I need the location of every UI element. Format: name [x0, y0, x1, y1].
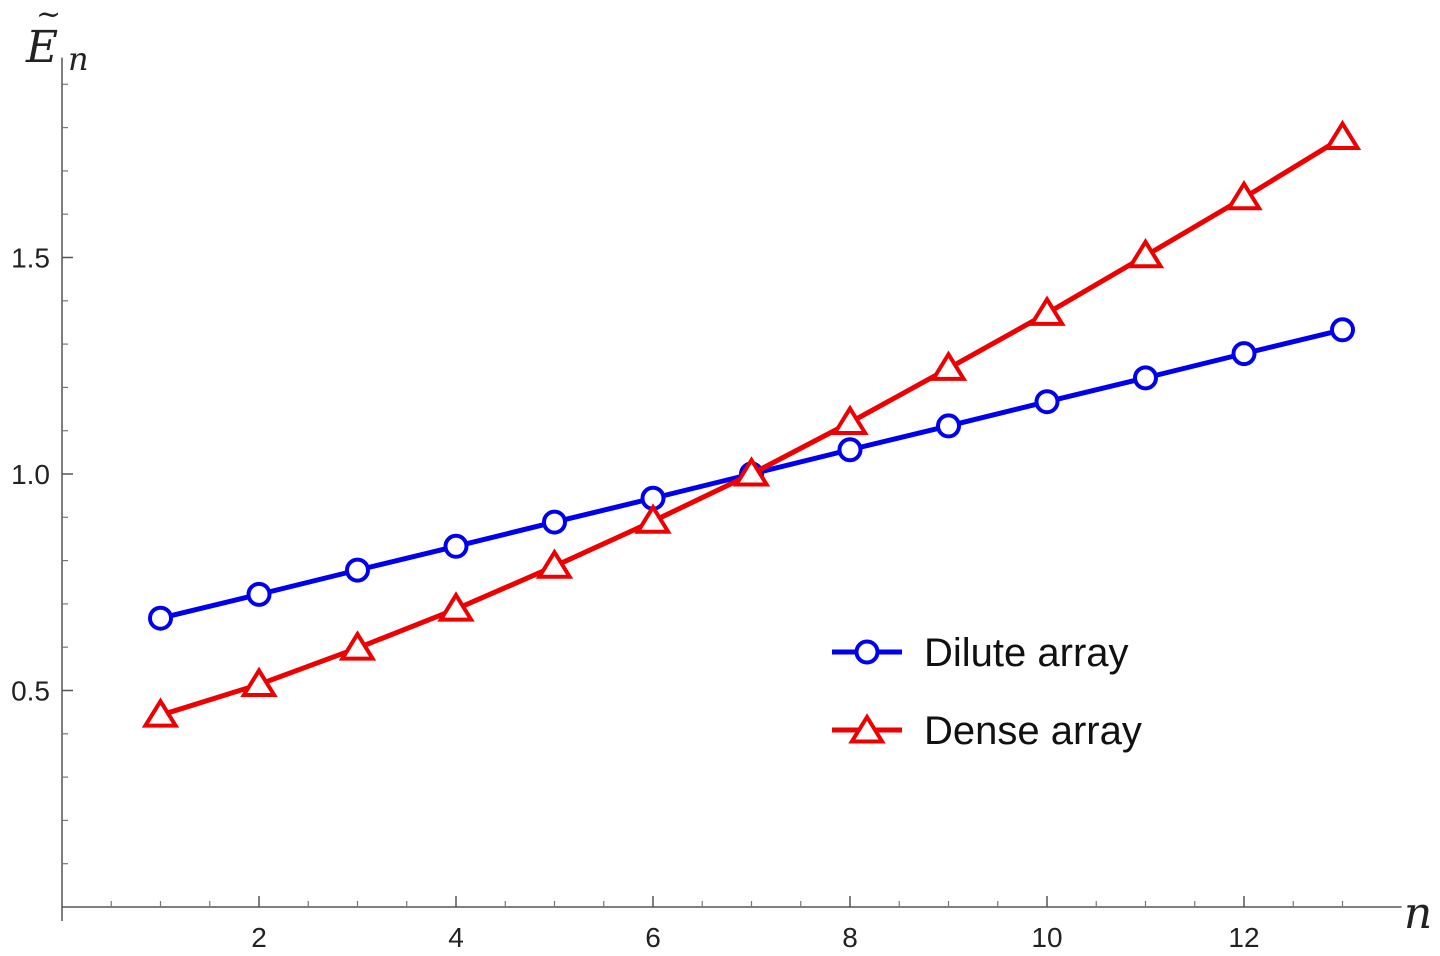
data-point-dilute-array — [246, 581, 272, 607]
data-point-dense-array — [1126, 237, 1165, 269]
axes: 2 4 6 8 10 12 0.5 1.0 1.5 — [11, 57, 1402, 953]
legend: Dilute array Dense array — [832, 631, 1142, 753]
data-point-dilute-array — [148, 605, 173, 631]
y-tick-label: 1.0 — [11, 459, 50, 490]
y-axis-ticks: 0.5 1.0 1.5 — [11, 83, 73, 865]
series-group — [141, 119, 1362, 728]
data-point-dilute-array — [936, 413, 961, 439]
x-axis-title: n — [1404, 888, 1432, 939]
legend-item-dilute-array: Dilute array — [832, 631, 1129, 675]
data-point-dense-array — [240, 666, 278, 697]
y-tick-label: 1.5 — [11, 243, 50, 274]
x-tick-label: 8 — [842, 922, 858, 953]
legend-swatch-marker — [848, 713, 886, 744]
data-point-dilute-array — [1034, 389, 1060, 415]
y-tick-label: 0.5 — [11, 676, 50, 707]
data-point-dilute-array — [1133, 365, 1158, 391]
data-point-dilute-array — [542, 509, 567, 535]
data-point-dense-array — [1028, 295, 1066, 326]
x-axis-label: n — [1404, 888, 1432, 939]
data-point-dense-array — [732, 456, 771, 487]
data-point-dilute-array — [1330, 317, 1355, 343]
data-point-dense-array — [634, 503, 672, 534]
data-point-dense-array — [929, 350, 968, 381]
data-point-dilute-array — [1231, 341, 1257, 367]
series-line-dense-array — [159, 135, 1344, 718]
data-point-dense-array — [1225, 179, 1263, 211]
legend-label: Dilute array — [924, 631, 1129, 675]
y-axis-label-base: E — [25, 22, 58, 73]
x-tick-label: 6 — [645, 922, 661, 953]
data-point-dense-array — [437, 591, 475, 622]
data-point-dense-array — [535, 548, 574, 579]
data-point-dense-array — [1323, 119, 1362, 151]
data-point-dilute-array — [443, 533, 469, 559]
legend-item-dense-array: Dense array — [832, 709, 1142, 753]
x-tick-label: 10 — [1031, 922, 1062, 953]
legend-swatch-marker — [854, 639, 880, 665]
y-axis-label-subscript: n — [68, 40, 89, 78]
x-tick-label: 12 — [1228, 922, 1259, 953]
y-axis-label-tilde: ~ — [36, 0, 61, 32]
x-tick-label: 4 — [448, 922, 464, 953]
series-dense-array — [141, 119, 1362, 728]
y-axis-title: E ~ n — [25, 0, 89, 78]
x-tick-label: 2 — [251, 922, 267, 953]
x-axis-ticks: 2 4 6 8 10 12 — [110, 896, 1344, 953]
legend-label: Dense array — [924, 709, 1142, 753]
data-point-dense-array — [141, 697, 180, 728]
data-point-dilute-array — [837, 437, 863, 463]
data-point-dense-array — [831, 404, 869, 435]
data-point-dilute-array — [345, 557, 370, 583]
data-point-dense-array — [338, 630, 377, 661]
